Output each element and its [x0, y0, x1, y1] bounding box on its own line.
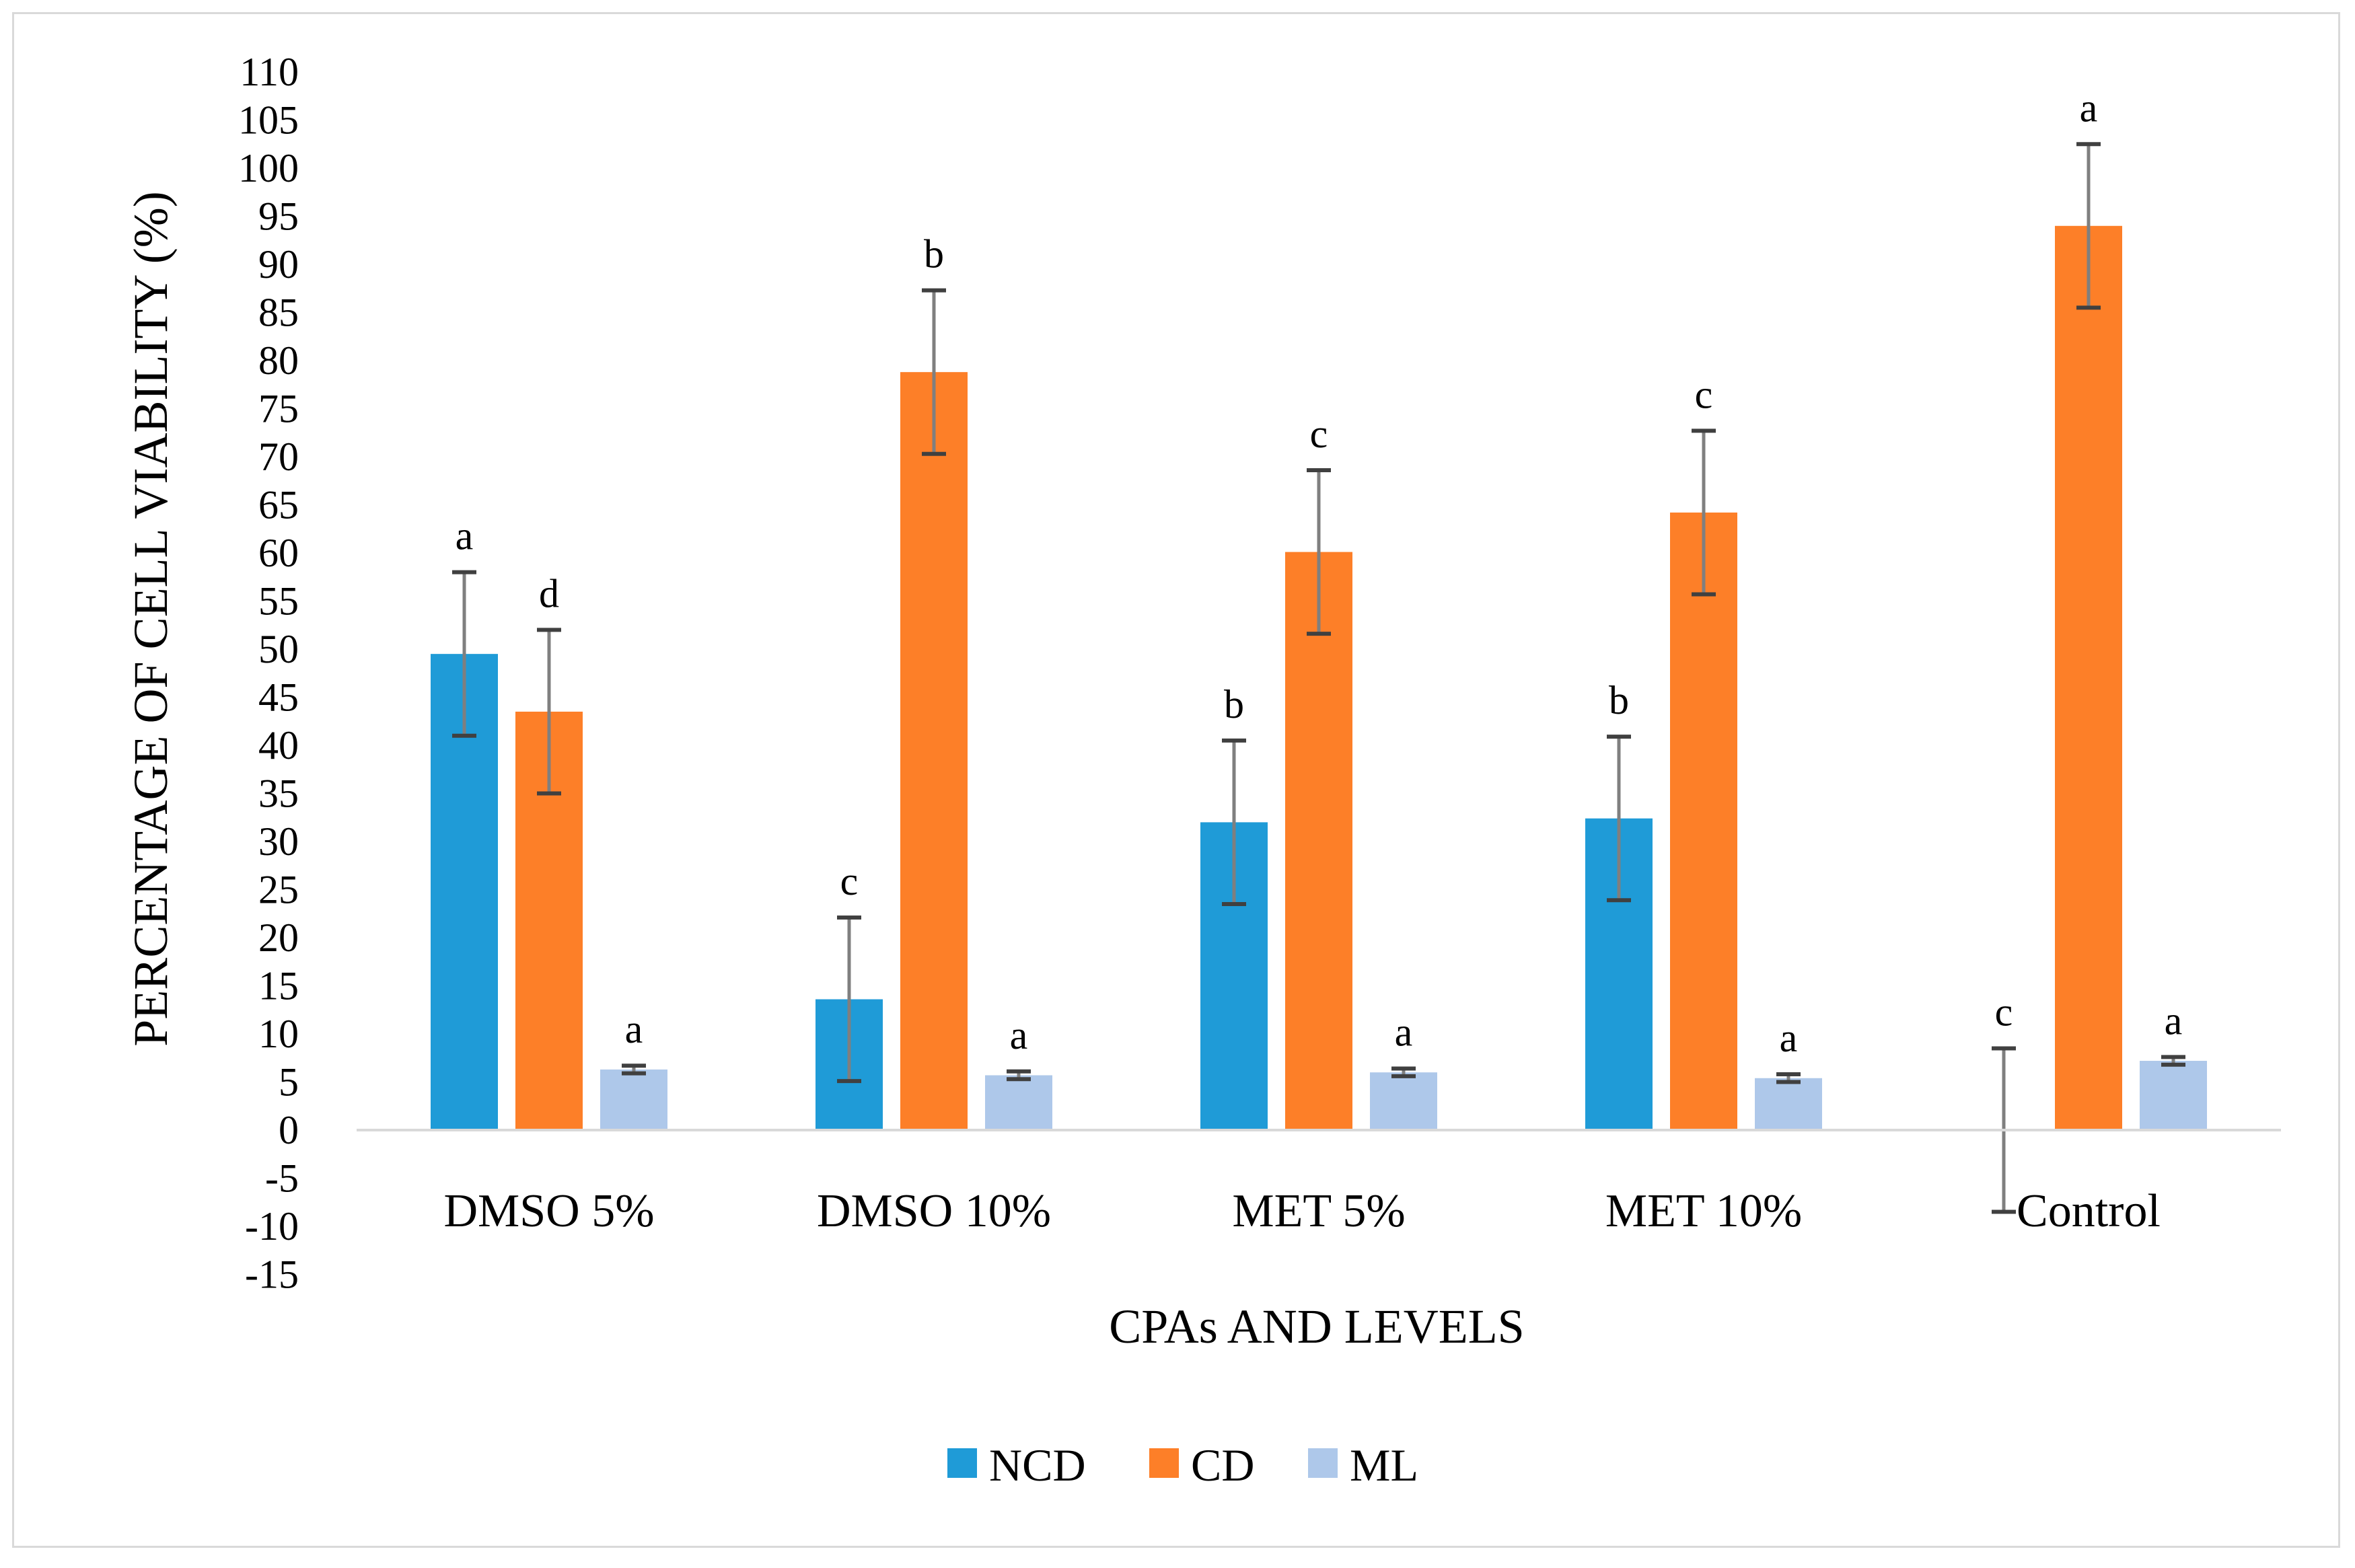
significance-letter: c [1995, 990, 2013, 1034]
legend-label-ncd: NCD [989, 1440, 1086, 1491]
bar-ml [985, 1075, 1052, 1130]
legend-swatch-ml [1308, 1448, 1338, 1478]
y-tick-label: 65 [258, 483, 299, 527]
y-tick-label: 85 [258, 291, 299, 335]
y-tick-label: 20 [258, 916, 299, 960]
y-tick-label: 0 [279, 1108, 299, 1152]
bar-cd [1285, 552, 1352, 1130]
significance-letter: a [2165, 998, 2183, 1043]
x-tick-label: DMSO 10% [817, 1185, 1051, 1237]
significance-letter: b [1609, 678, 1629, 722]
significance-letter: c [1695, 372, 1713, 416]
y-tick-label: 15 [258, 964, 299, 1008]
y-tick-label: 60 [258, 531, 299, 575]
bar-cd [900, 372, 968, 1131]
bar-ml [600, 1069, 667, 1130]
significance-letter: a [456, 514, 474, 558]
y-tick-label: 90 [258, 242, 299, 287]
legend-label-ml: ML [1350, 1440, 1418, 1491]
significance-letter: b [924, 232, 944, 276]
bar-ml [1755, 1078, 1822, 1130]
significance-letter: c [1310, 412, 1328, 456]
y-tick-label: -15 [245, 1253, 299, 1297]
error-bars [452, 142, 2185, 1214]
significance-letter: a [1010, 1013, 1028, 1057]
significance-letters: a d a c b a b c a b c a c a a [456, 85, 2183, 1060]
y-tick-label: 75 [258, 387, 299, 431]
significance-letter: d [539, 571, 559, 615]
y-tick-label: 25 [258, 868, 299, 912]
significance-letter: a [1395, 1010, 1413, 1054]
chart-frame [12, 12, 2340, 1548]
bar-cd [1670, 512, 1737, 1130]
legend-label-cd: CD [1191, 1440, 1254, 1491]
significance-letter: b [1224, 682, 1244, 726]
y-tick-label: 30 [258, 819, 299, 864]
significance-letter: a [2080, 85, 2098, 130]
y-tick-label: -5 [265, 1156, 299, 1201]
legend-swatch-ncd [947, 1448, 977, 1478]
significance-letter: a [1780, 1016, 1798, 1060]
x-tick-label: DMSO 5% [443, 1185, 654, 1237]
y-tick-label: 40 [258, 723, 299, 768]
y-tick-label: 10 [258, 1012, 299, 1056]
y-tick-label: 70 [258, 435, 299, 479]
significance-letter: a [625, 1007, 643, 1051]
y-tick-label: 100 [238, 146, 299, 190]
x-axis-ticks: DMSO 5% DMSO 10% MET 5% MET 10% Control [443, 1185, 2161, 1237]
legend: NCD CD ML [947, 1440, 1418, 1491]
bars [431, 225, 2207, 1131]
y-tick-label: 110 [240, 50, 299, 94]
y-tick-label: 35 [258, 772, 299, 816]
y-axis-ticks: -15 -10-505101520253035404550556065707580… [238, 50, 299, 1297]
bar-ml [1370, 1072, 1437, 1130]
y-tick-label: 80 [258, 338, 299, 383]
significance-letter: c [840, 859, 859, 903]
y-tick-label: 55 [258, 579, 299, 624]
bar-cd [2055, 225, 2122, 1130]
y-tick-label: -10 [245, 1204, 299, 1248]
x-tick-label: MET 5% [1232, 1185, 1405, 1237]
y-tick-label: 45 [258, 675, 299, 720]
bar-ml [2140, 1061, 2207, 1130]
y-tick-label: 5 [279, 1060, 299, 1105]
x-tick-label: Control [2017, 1185, 2161, 1237]
x-tick-label: MET 10% [1605, 1185, 1802, 1237]
y-axis-title: PERCENTAGE OF CELL VIABILITY (%) [124, 191, 178, 1046]
legend-swatch-cd [1149, 1448, 1179, 1478]
y-tick-label: 105 [238, 98, 299, 143]
y-tick-label: 50 [258, 627, 299, 671]
x-axis-title: CPAs AND LEVELS [1109, 1300, 1524, 1353]
y-tick-label: 95 [258, 194, 299, 239]
